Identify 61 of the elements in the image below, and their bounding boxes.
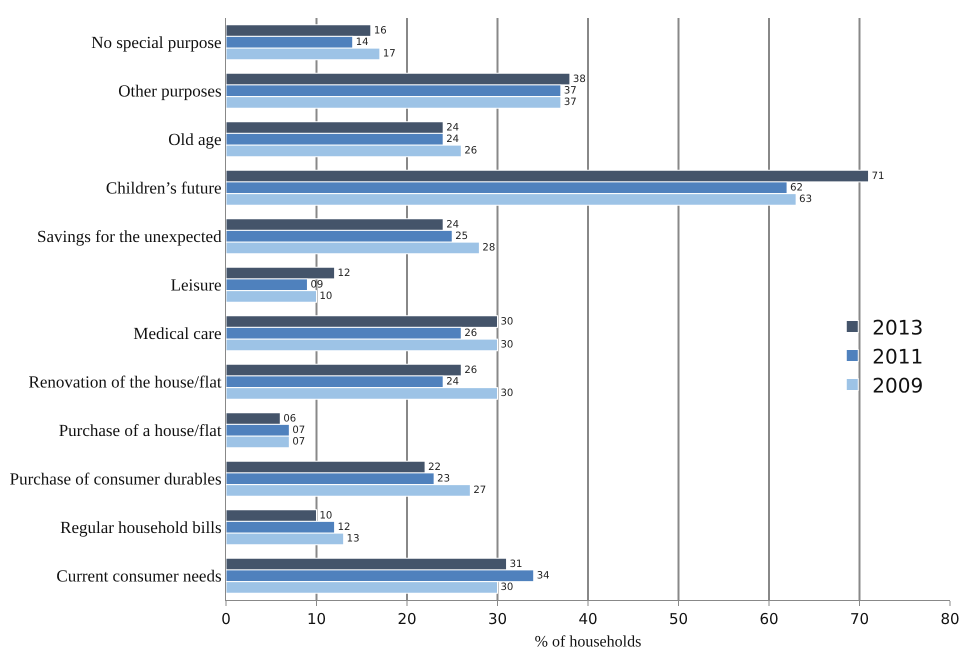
data-label: 24 — [446, 219, 460, 230]
data-label: 26 — [464, 328, 478, 339]
data-label: 24 — [446, 122, 460, 134]
data-label: 30 — [500, 340, 514, 351]
data-label: 24 — [446, 376, 460, 388]
data-label: 16 — [374, 25, 387, 36]
x-tick-label: 60 — [759, 610, 779, 628]
y-tick-label: Renovation of the house/flat — [28, 372, 222, 392]
legend-label: 2011 — [872, 344, 924, 368]
x-tick-label: 70 — [850, 610, 870, 628]
data-label: 07 — [292, 424, 306, 436]
y-tick-label: Purchase of a house/flat — [58, 421, 222, 440]
data-label: 63 — [799, 194, 812, 206]
y-tick-label: Other purposes — [118, 82, 222, 101]
legend-label: 2013 — [872, 315, 924, 340]
x-tick-label: 30 — [488, 610, 508, 628]
data-label: 71 — [872, 170, 884, 182]
x-tick-label: 0 — [221, 610, 231, 628]
x-tick-label: 10 — [306, 610, 326, 628]
data-label: 22 — [428, 462, 441, 473]
data-label: 30 — [500, 316, 514, 328]
y-tick-label: Current consumer needs — [56, 566, 222, 586]
x-tick-label: 50 — [668, 610, 688, 628]
data-label: 31 — [510, 558, 522, 570]
data-label: 23 — [437, 473, 450, 484]
data-label: 06 — [283, 413, 296, 424]
data-label: 37 — [564, 85, 577, 96]
data-label: 24 — [446, 134, 460, 145]
data-label: 13 — [346, 534, 360, 545]
data-label: 30 — [500, 388, 514, 400]
data-label: 14 — [356, 36, 369, 48]
y-tick-label: No special purpose — [91, 33, 222, 52]
y-tick-label: Medical care — [133, 324, 222, 344]
data-label: 27 — [473, 485, 486, 496]
data-label: 34 — [536, 570, 550, 582]
y-tick-label: Regular household bills — [60, 518, 222, 538]
data-label: 17 — [382, 48, 396, 60]
data-label: 26 — [464, 146, 478, 157]
y-tick-label: Old age — [168, 130, 222, 150]
data-label: 37 — [564, 97, 577, 108]
data-label: 07 — [292, 436, 306, 448]
data-label: 12 — [338, 522, 350, 533]
data-label: 38 — [572, 74, 586, 85]
data-label: 30 — [500, 582, 514, 594]
x-tick-label: 80 — [940, 610, 960, 628]
data-label: 10 — [320, 510, 332, 522]
x-tick-label: 20 — [397, 610, 417, 628]
data-label: 62 — [790, 182, 803, 194]
x-axis-title: % of households — [534, 634, 642, 651]
data-label: 10 — [320, 291, 332, 302]
x-tick-label: 40 — [578, 610, 598, 628]
legend-label: 2009 — [872, 373, 924, 398]
data-label: 12 — [338, 268, 350, 279]
y-tick-label: Children’s future — [106, 178, 222, 198]
y-tick-label: Savings for the unexpected — [37, 227, 222, 246]
data-label: 25 — [455, 230, 468, 242]
data-label: 26 — [464, 364, 478, 376]
data-label: 28 — [482, 242, 496, 254]
y-tick-label: Purchase of consumer durables — [10, 470, 222, 489]
data-label: 09 — [310, 279, 324, 290]
y-tick-label: Leisure — [170, 276, 222, 295]
